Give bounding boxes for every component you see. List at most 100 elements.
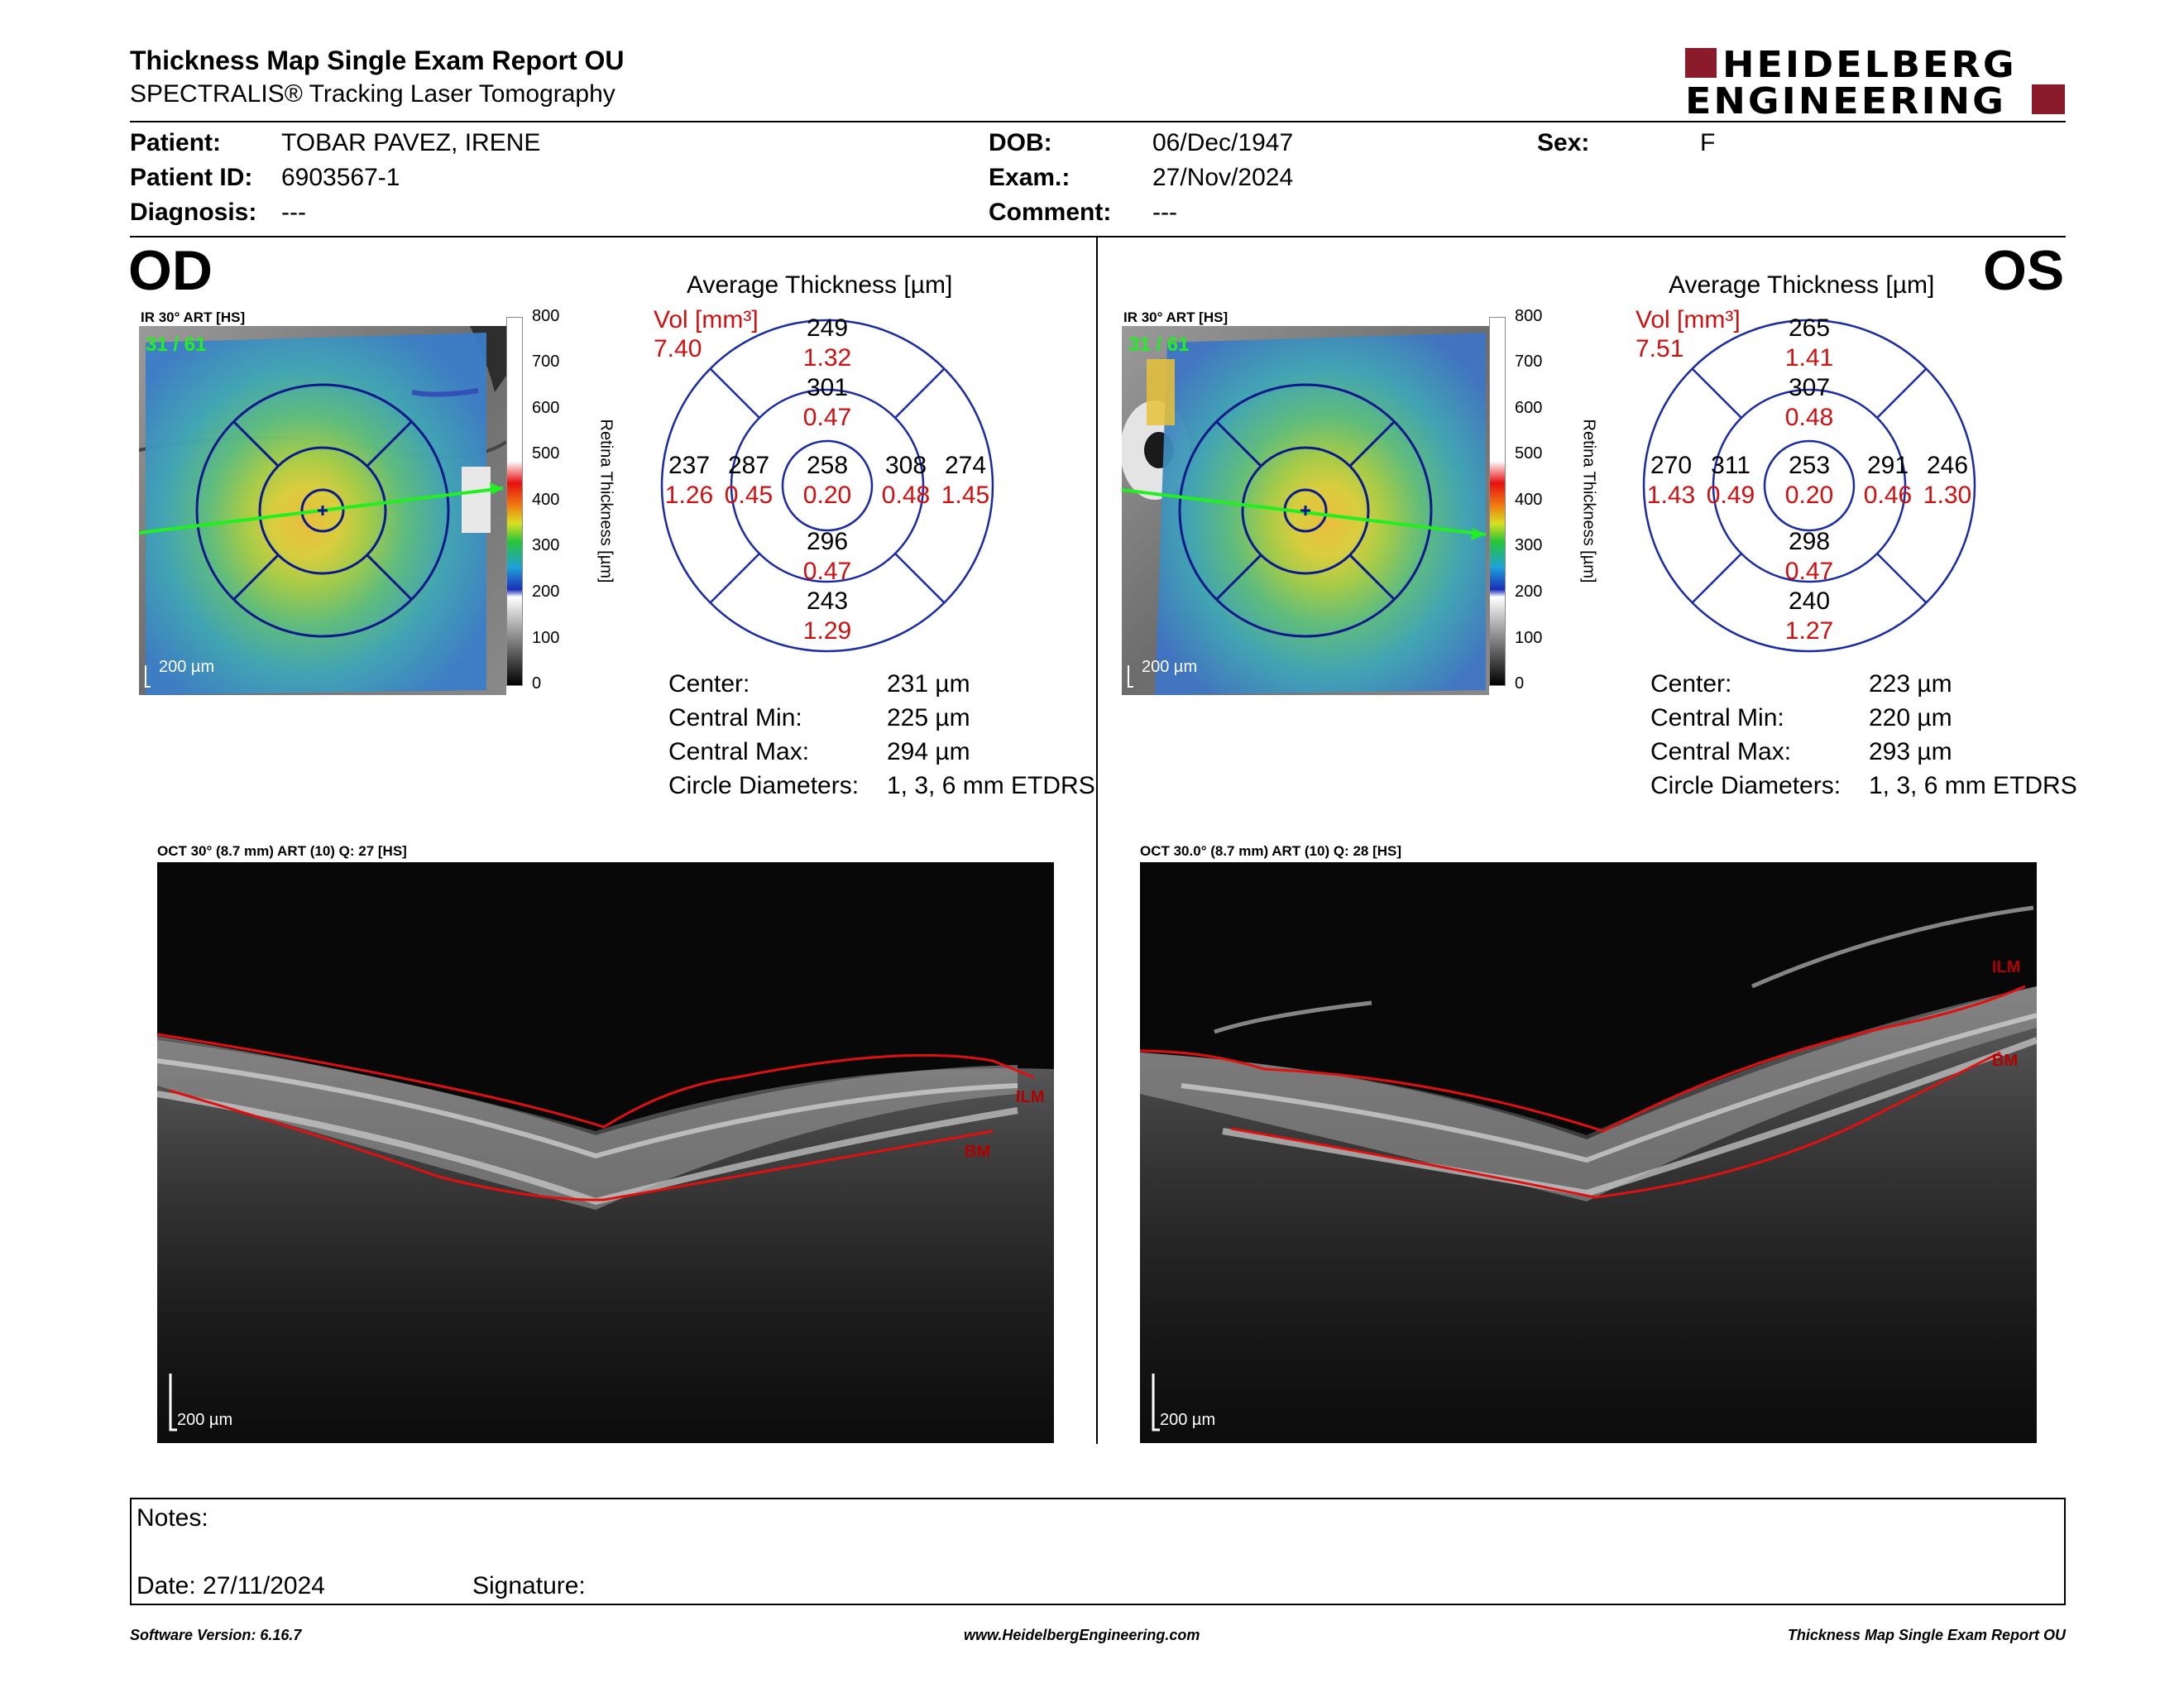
os-outer-sup-volume: 1.41 <box>1785 344 1833 372</box>
os-avg-title: Average Thickness [µm] <box>1669 271 1935 299</box>
od-max-label: Central Max: <box>668 738 810 765</box>
os-inner-ring <box>1712 388 1907 583</box>
patient-name: TOBAR PAVEZ, IRENE <box>281 129 541 156</box>
od-scan-index: 31 / 61 <box>146 333 206 356</box>
od-thickness-map: 31 / 61 200 µm <box>139 326 506 695</box>
od-oct-label: OCT 30° (8.7 mm) ART (10) Q: 27 [HS] <box>157 843 407 859</box>
od-tick: 700 <box>532 352 560 371</box>
os-etdrs-grid <box>1178 383 1433 638</box>
sex-value: F <box>1700 129 1716 156</box>
od-etdrs-chart: 249 1.32 301 0.47 258 0.20 287 0.45 308 … <box>660 316 994 653</box>
od-vol-label: Vol [mm³] <box>654 306 759 333</box>
od-outer-sup-volume: 1.32 <box>803 344 851 372</box>
os-outer-right-thickness: 246 <box>1927 452 1968 479</box>
os-inner-right-thickness: 291 <box>1867 452 1909 479</box>
od-ilm-label: ILM <box>1016 1088 1044 1106</box>
os-center-label: Center: <box>1650 670 1732 698</box>
os-diam-value: 1, 3, 6 mm ETDRS <box>1869 772 2077 799</box>
os-scale-label: Retina Thickness [µm] <box>1579 419 1598 583</box>
od-oct-scale: 200 µm <box>177 1411 232 1429</box>
os-outer-sup-thickness: 265 <box>1789 316 1830 342</box>
od-inner-right-volume: 0.48 <box>882 482 930 509</box>
dob-value: 06/Dec/1947 <box>1152 129 1294 156</box>
od-outer-inf-thickness: 243 <box>807 587 848 615</box>
os-bm-label: BM <box>1992 1052 2018 1070</box>
os-center-ring <box>1763 439 1856 532</box>
os-ilm-line <box>1140 985 2026 1133</box>
os-vol-label: Vol [mm³] <box>1636 306 1741 333</box>
od-tick: 0 <box>532 674 542 693</box>
os-tick: 700 <box>1515 352 1543 371</box>
os-diam-label: Circle Diameters: <box>1650 772 1842 799</box>
os-ir-label: IR 30° ART [HS] <box>1123 309 1228 325</box>
footer-url[interactable]: www.HeidelbergEngineering.com <box>964 1627 1200 1643</box>
os-tick: 400 <box>1515 491 1543 509</box>
od-outer-inf-volume: 1.29 <box>803 617 851 645</box>
os-map-scale: 200 µm <box>1142 658 1197 676</box>
dob-label: DOB: <box>989 129 1052 156</box>
comment-label: Comment: <box>989 199 1112 226</box>
logo-square-top <box>1685 48 1717 78</box>
od-max-value: 294 µm <box>887 738 970 765</box>
od-diam-label: Circle Diameters: <box>668 772 860 799</box>
logo-square-bottom <box>2032 84 2065 114</box>
os-scale-bar <box>1489 317 1506 686</box>
od-tick: 500 <box>532 444 560 463</box>
od-inner-left-thickness: 287 <box>728 452 769 479</box>
od-vol-total: 7.40 <box>654 335 702 362</box>
eye-divider <box>1096 237 1098 1444</box>
os-bm-line <box>1230 1051 2001 1199</box>
od-min-label: Central Min: <box>668 704 802 731</box>
exam-value: 27/Nov/2024 <box>1152 164 1294 191</box>
od-etdrs-grid <box>195 383 450 638</box>
comment-value: --- <box>1152 199 1177 226</box>
os-inner-left-thickness: 311 <box>1711 452 1751 479</box>
header-divider <box>130 121 2066 122</box>
od-tick: 600 <box>532 399 560 417</box>
os-min-label: Central Min: <box>1650 704 1784 731</box>
od-inner-inf-volume: 0.47 <box>803 558 851 585</box>
os-center-volume: 0.20 <box>1785 482 1833 509</box>
os-tick: 600 <box>1515 399 1543 417</box>
sex-label: Sex: <box>1537 129 1590 156</box>
od-inner-right-thickness: 308 <box>885 452 927 479</box>
od-center-ring <box>781 439 874 532</box>
os-tick: 100 <box>1515 629 1543 647</box>
report-subtitle: SPECTRALIS® Tracking Laser Tomography <box>130 80 615 108</box>
os-tick: 300 <box>1515 536 1543 554</box>
os-center-value: 223 µm <box>1869 670 1952 698</box>
od-tick: 300 <box>532 536 560 554</box>
os-outer-left-thickness: 270 <box>1650 452 1692 479</box>
os-oct-scan: ILM BM 200 µm <box>1140 862 2037 1443</box>
os-outer-ring <box>1642 319 1976 653</box>
patient-id-label: Patient ID: <box>130 164 253 191</box>
od-outer-left-thickness: 237 <box>668 452 710 479</box>
notes-label: Notes: <box>136 1504 208 1532</box>
od-ir-label: IR 30° ART [HS] <box>141 309 246 325</box>
od-map-scale: 200 µm <box>159 658 214 676</box>
os-inner-right-volume: 0.46 <box>1864 482 1912 509</box>
od-ilm-line <box>157 1033 1035 1129</box>
od-inner-sup-volume: 0.47 <box>803 404 851 431</box>
os-oct-label: OCT 30.0° (8.7 mm) ART (10) Q: 28 [HS] <box>1140 843 1402 859</box>
date-label: Date: 27/11/2024 <box>136 1572 325 1599</box>
os-scan-line <box>1122 488 1487 536</box>
patient-label: Patient: <box>130 129 222 156</box>
os-outer-left-volume: 1.43 <box>1647 482 1695 509</box>
os-inner-left-volume: 0.49 <box>1707 482 1755 509</box>
od-tick: 400 <box>532 491 560 509</box>
os-inner-sup-thickness: 307 <box>1789 374 1830 401</box>
report-title: Thickness Map Single Exam Report OU <box>130 46 625 75</box>
os-center-thickness: 253 <box>1789 452 1830 479</box>
od-outer-ring <box>660 319 994 653</box>
os-ilm-label: ILM <box>1992 958 2020 976</box>
os-inner-inf-thickness: 298 <box>1789 528 1830 555</box>
patient-divider <box>130 236 2066 237</box>
od-center-volume: 0.20 <box>803 482 851 509</box>
footer-software: Software Version: 6.16.7 <box>130 1627 302 1643</box>
od-tick: 200 <box>532 583 560 601</box>
od-inner-ring <box>730 388 925 583</box>
os-inner-sup-volume: 0.48 <box>1785 404 1833 431</box>
os-eye-label: OS <box>1983 239 2065 302</box>
exam-label: Exam.: <box>989 164 1070 191</box>
